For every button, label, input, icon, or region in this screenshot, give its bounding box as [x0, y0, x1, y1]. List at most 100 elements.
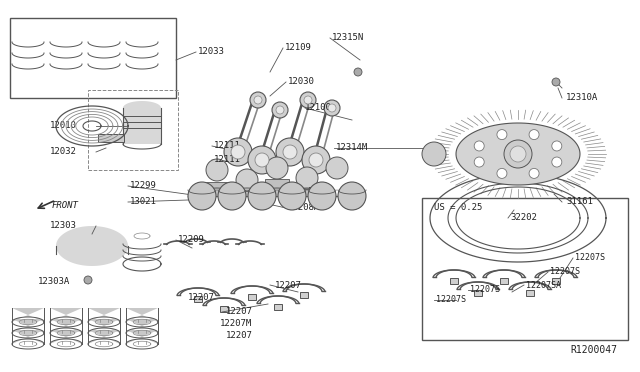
Polygon shape [50, 319, 82, 333]
Circle shape [218, 182, 246, 210]
Bar [265, 179, 289, 196]
Polygon shape [88, 330, 120, 344]
Bar [300, 292, 308, 298]
Circle shape [224, 138, 252, 166]
Circle shape [188, 182, 216, 210]
Text: 13021: 13021 [130, 198, 157, 206]
Bar [274, 304, 282, 310]
Text: 31161: 31161 [566, 198, 593, 206]
Text: 12207S: 12207S [550, 267, 580, 276]
Text: US = 0.25: US = 0.25 [434, 203, 483, 212]
Text: 12200: 12200 [308, 187, 335, 196]
Text: 12207S: 12207S [575, 253, 605, 263]
Polygon shape [12, 308, 44, 322]
Text: R1200047: R1200047 [570, 345, 617, 355]
Circle shape [276, 106, 284, 114]
Circle shape [552, 141, 562, 151]
Circle shape [231, 145, 245, 159]
Circle shape [206, 159, 228, 181]
Text: FRONT: FRONT [52, 202, 79, 211]
Circle shape [250, 92, 266, 108]
Text: 12207M: 12207M [220, 320, 252, 328]
Bar [248, 294, 256, 300]
Text: 12303A: 12303A [38, 278, 70, 286]
Circle shape [272, 102, 288, 118]
Bar [526, 290, 534, 296]
Polygon shape [456, 123, 580, 185]
Circle shape [278, 182, 306, 210]
Text: 12207: 12207 [275, 280, 302, 289]
Text: 12033: 12033 [198, 48, 225, 57]
Circle shape [308, 182, 336, 210]
Circle shape [283, 145, 297, 159]
Circle shape [552, 78, 560, 86]
Circle shape [266, 157, 288, 179]
Text: 12303: 12303 [50, 221, 77, 231]
Circle shape [276, 138, 304, 166]
Circle shape [302, 146, 330, 174]
Polygon shape [56, 226, 128, 266]
Text: 12207SA: 12207SA [526, 280, 561, 289]
Polygon shape [88, 308, 120, 322]
Bar [295, 189, 319, 196]
Bar [98, 134, 124, 142]
Bar [194, 296, 202, 302]
Bar [123, 108, 161, 144]
Circle shape [504, 140, 532, 168]
Text: 12111: 12111 [214, 141, 241, 151]
Text: 12314M: 12314M [336, 144, 368, 153]
Text: 32202: 32202 [510, 214, 537, 222]
Circle shape [304, 96, 312, 104]
Circle shape [510, 146, 526, 162]
Text: 12310A: 12310A [566, 93, 598, 103]
Polygon shape [12, 319, 44, 333]
Circle shape [474, 141, 484, 151]
Circle shape [474, 157, 484, 167]
Polygon shape [12, 330, 44, 344]
Circle shape [529, 169, 539, 179]
Bar [422, 198, 628, 340]
Bar [235, 191, 259, 196]
Text: 12111: 12111 [214, 155, 241, 164]
Text: 12030: 12030 [288, 77, 315, 87]
Circle shape [328, 104, 336, 112]
Bar [205, 182, 229, 196]
Circle shape [236, 169, 258, 191]
Bar [552, 278, 560, 284]
Bar [10, 18, 176, 98]
Circle shape [300, 92, 316, 108]
Text: 12032: 12032 [50, 148, 77, 157]
Text: 12209: 12209 [178, 235, 205, 244]
Polygon shape [50, 308, 82, 322]
Circle shape [529, 129, 539, 140]
Bar [500, 278, 508, 284]
Circle shape [326, 157, 348, 179]
Text: 12207S: 12207S [470, 285, 500, 295]
Text: 12207S: 12207S [436, 295, 466, 305]
Text: 12207: 12207 [226, 308, 253, 317]
Text: 12299: 12299 [130, 182, 157, 190]
Text: 12109: 12109 [285, 44, 312, 52]
Polygon shape [126, 319, 158, 333]
Circle shape [497, 129, 507, 140]
Polygon shape [50, 330, 82, 344]
Text: 12010: 12010 [50, 122, 77, 131]
Circle shape [248, 182, 276, 210]
Text: 12207: 12207 [188, 294, 215, 302]
Polygon shape [88, 319, 120, 333]
Circle shape [552, 157, 562, 167]
Polygon shape [126, 330, 158, 344]
Text: 12207: 12207 [226, 331, 253, 340]
Polygon shape [123, 101, 161, 144]
Circle shape [422, 142, 446, 166]
Text: 12100: 12100 [305, 103, 332, 112]
Circle shape [338, 182, 366, 210]
Text: 12315N: 12315N [332, 33, 364, 42]
Circle shape [254, 96, 262, 104]
Circle shape [497, 169, 507, 179]
Circle shape [248, 146, 276, 174]
Circle shape [255, 153, 269, 167]
Circle shape [324, 100, 340, 116]
Text: 12208M: 12208M [288, 203, 320, 212]
Polygon shape [126, 308, 158, 322]
